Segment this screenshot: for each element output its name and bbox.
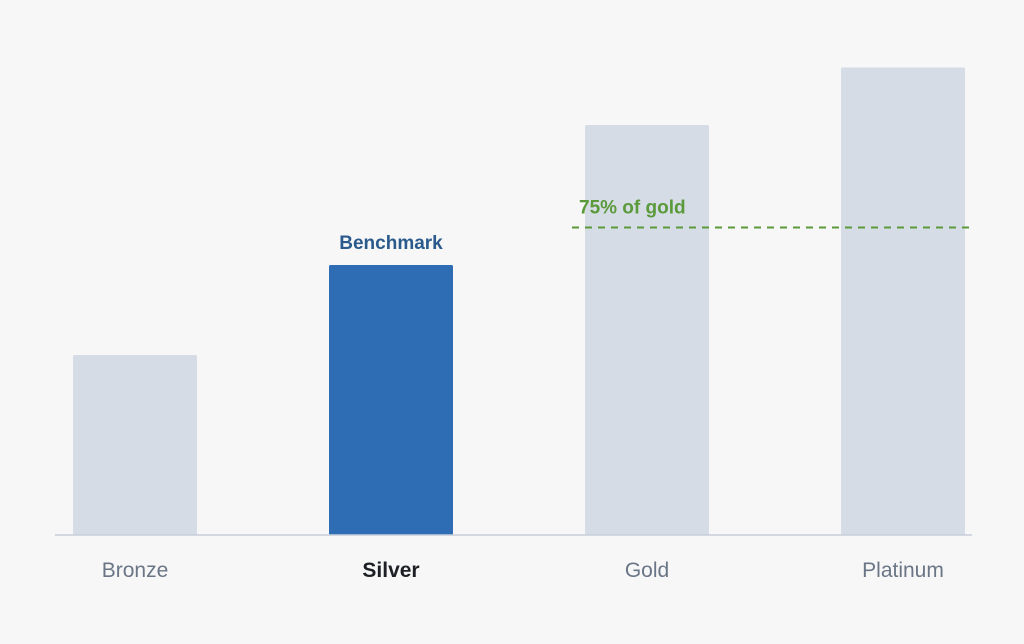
tick-label-platinum: Platinum <box>862 559 944 582</box>
highlight-label: Benchmark <box>339 233 443 254</box>
tick-label-silver: Silver <box>362 559 419 582</box>
bar-bronze <box>73 355 197 535</box>
bar-silver <box>329 265 453 535</box>
reference-line-label: 75% of gold <box>579 198 686 219</box>
tick-label-bronze: Bronze <box>102 559 169 582</box>
bar-gold <box>585 125 709 535</box>
tick-label-gold: Gold <box>625 559 669 582</box>
bar-platinum <box>841 67 965 535</box>
